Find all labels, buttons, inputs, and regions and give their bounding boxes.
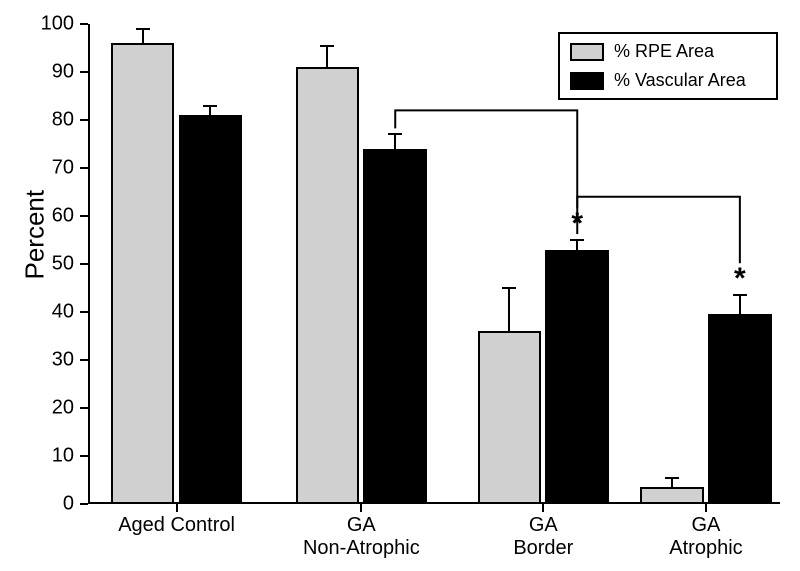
legend-row: % RPE Area (570, 41, 766, 62)
legend-swatch (570, 43, 604, 61)
legend-swatch (570, 72, 604, 90)
legend-label: % Vascular Area (614, 70, 746, 91)
legend-label: % RPE Area (614, 41, 714, 62)
significance-star: * (734, 262, 746, 296)
legend-row: % Vascular Area (570, 70, 766, 91)
legend: % RPE Area % Vascular Area (558, 32, 778, 100)
bar-chart: 0102030405060708090100PercentAged Contro… (0, 0, 800, 571)
